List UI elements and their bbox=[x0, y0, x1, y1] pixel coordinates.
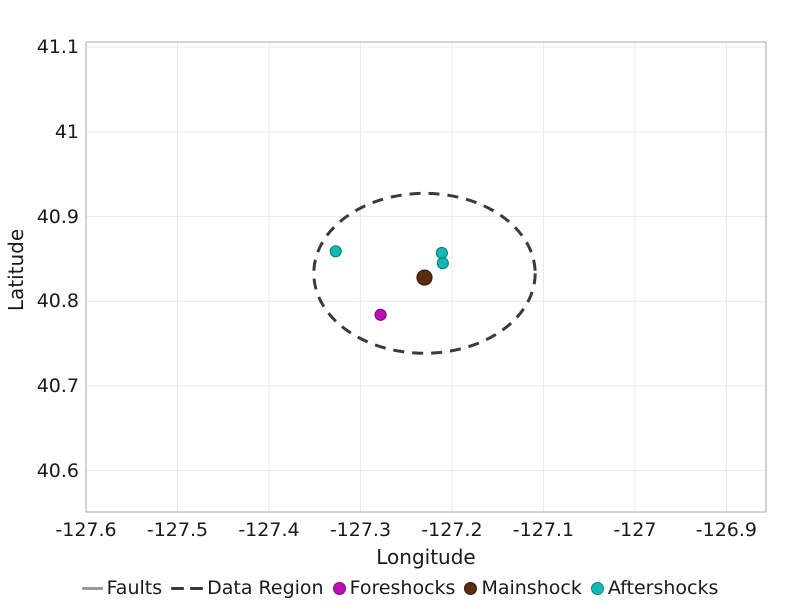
y-tick-label: 40.8 bbox=[36, 290, 79, 313]
y-axis-ticks: 41.1 41 40.9 40.8 40.7 40.6 bbox=[0, 0, 79, 605]
x-tick-label: -127 bbox=[613, 519, 657, 541]
x-tick-label: -127.3 bbox=[329, 519, 392, 541]
legend-label-data-region: Data Region bbox=[207, 577, 324, 599]
aftershocks-point bbox=[435, 246, 448, 260]
x-axis-label: Longitude bbox=[376, 545, 476, 569]
legend-item-foreshocks: Foreshocks bbox=[332, 575, 456, 601]
aftershocks-point bbox=[329, 245, 342, 258]
y-tick-label: 41.1 bbox=[36, 36, 79, 59]
legend-item-data-region: Data Region bbox=[171, 575, 324, 601]
plot-frame bbox=[85, 41, 767, 513]
mainshock-point bbox=[416, 269, 433, 286]
x-tick-label: -127.2 bbox=[421, 519, 483, 541]
aftershocks-dot-icon bbox=[590, 581, 604, 595]
y-axis-label: Latitude bbox=[4, 228, 28, 312]
mainshock-dot-icon bbox=[464, 581, 478, 595]
faults-line-icon bbox=[81, 586, 103, 590]
y-tick-label: 40.9 bbox=[36, 205, 79, 228]
x-tick-label: -127.5 bbox=[146, 519, 209, 541]
legend-label-faults: Faults bbox=[106, 577, 163, 599]
y-tick-label: 41 bbox=[54, 120, 79, 143]
x-tick-label: -127.4 bbox=[238, 519, 300, 541]
foreshocks-dot-icon bbox=[332, 581, 346, 595]
x-tick-label: -127.6 bbox=[55, 519, 117, 541]
y-tick-label: 40.6 bbox=[36, 459, 79, 482]
data-region-ellipse bbox=[312, 191, 537, 355]
legend-item-aftershocks: Aftershocks bbox=[590, 575, 719, 601]
legend-item-mainshock: Mainshock bbox=[464, 575, 582, 601]
x-axis-ticks: -127.6 -127.5 -127.4 -127.3 -127.2 -127.1 -127… bbox=[0, 518, 800, 544]
legend-label-aftershocks: Aftershocks bbox=[607, 577, 719, 599]
legend-label-foreshocks: Foreshocks bbox=[349, 577, 456, 599]
dashed-line-icon bbox=[171, 586, 204, 590]
y-tick-label: 40.7 bbox=[36, 374, 79, 397]
legend-label-mainshock: Mainshock bbox=[481, 577, 582, 599]
aftershocks-point bbox=[436, 257, 449, 270]
foreshocks-point bbox=[374, 308, 387, 321]
x-tick-label: -126.9 bbox=[695, 519, 757, 541]
legend: Faults Data Region Foreshocks Mainshock … bbox=[0, 574, 800, 602]
legend-item-faults: Faults bbox=[81, 575, 163, 601]
x-tick-label: -127.1 bbox=[512, 519, 575, 541]
